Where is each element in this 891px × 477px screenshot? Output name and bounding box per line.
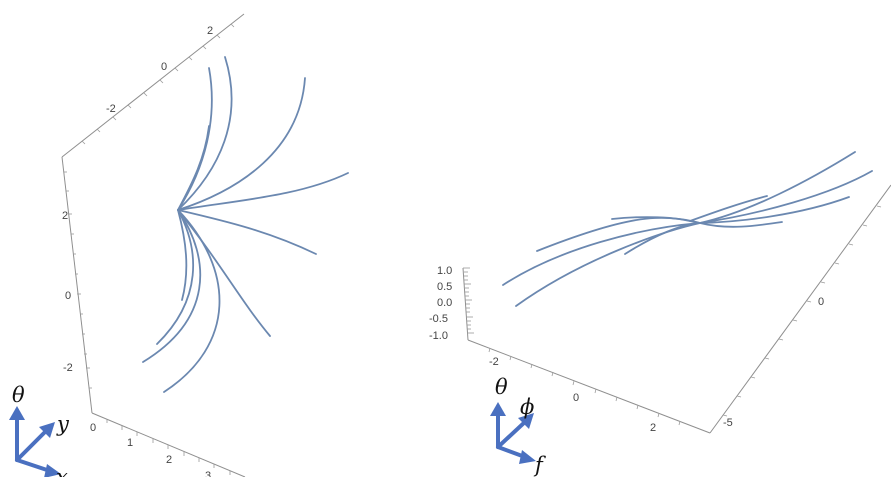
left-top-edge	[61, 13, 245, 158]
right-curve	[689, 195, 768, 222]
right-front-tick-label: 2	[650, 422, 656, 434]
right-side-tick-label: -5	[723, 417, 733, 429]
right-front-tick-label: -2	[489, 356, 499, 368]
left-curve	[142, 209, 202, 363]
left-vertical-edge	[61, 156, 93, 414]
right-curve	[536, 216, 701, 252]
left-y-tick-label: -2	[106, 103, 116, 115]
left-z-tick-label: 2	[62, 210, 68, 222]
right-vertical-edge	[462, 267, 469, 341]
left-3d-plot: -2 0 2 2 0 -2	[61, 13, 349, 477]
right-z-tick-label: 0.0	[437, 297, 452, 309]
arrow-head-icon	[39, 422, 55, 438]
left-curve	[177, 172, 349, 211]
left-curves	[142, 56, 349, 393]
arrow-head-icon	[9, 406, 25, 420]
right-glyph-right-arrow	[496, 445, 527, 459]
left-curve	[156, 209, 194, 345]
left-x-tick-label: 1	[127, 437, 133, 449]
right-front-tick-label: 0	[573, 392, 579, 404]
right-curves	[502, 151, 873, 307]
arrow-head-icon	[519, 450, 536, 464]
right-glyph-diag-label: ϕ	[520, 395, 534, 419]
arrow-head-icon	[44, 464, 61, 477]
left-curve	[177, 77, 306, 211]
arrow-head-icon	[490, 402, 506, 416]
left-y-tick-label: 2	[207, 25, 213, 37]
left-curve	[177, 56, 233, 211]
right-glyph-right-label: f	[533, 453, 546, 477]
left-axis-glyph: θ y x	[9, 383, 70, 477]
right-glyph-diag-arrow	[496, 419, 528, 449]
right-3d-plot: 1.0 0.5 0.0 -0.5 -1.0 -2 0 2	[429, 151, 891, 434]
left-z-tick-label: -2	[63, 362, 73, 374]
right-axis-glyph: θ ϕ f	[490, 375, 546, 477]
left-glyph-up-label: θ	[12, 383, 25, 407]
right-z-ticks	[463, 267, 474, 334]
right-glyph-up-label: θ	[495, 375, 508, 399]
arrow-head-icon	[518, 413, 534, 429]
left-top-ticks	[81, 23, 235, 145]
left-x-tick-label: 2	[166, 454, 172, 466]
right-front-edge	[467, 339, 711, 434]
right-z-tick-label: 1.0	[437, 265, 452, 277]
left-glyph-right-label: x	[56, 465, 68, 477]
left-curve	[177, 209, 271, 337]
left-curve	[177, 209, 188, 301]
left-curve	[177, 209, 317, 255]
left-vertical-ticks	[64, 171, 92, 389]
left-glyph-right-arrow	[15, 458, 52, 473]
right-z-tick-label: 0.5	[437, 281, 452, 293]
left-bottom-ticks	[106, 419, 231, 475]
left-bottom-edge	[91, 412, 246, 477]
right-side-ticks	[722, 205, 882, 417]
left-x-tick-label: 3	[205, 470, 211, 477]
right-curve	[515, 170, 873, 307]
right-side-tick-label: 0	[818, 296, 824, 308]
left-glyph-diag-label: y	[56, 412, 70, 436]
left-curve	[163, 209, 221, 393]
left-glyph-diag-arrow	[15, 428, 49, 462]
left-curve	[177, 125, 210, 211]
right-side-edge	[709, 184, 891, 434]
left-y-tick-label: 0	[161, 61, 167, 73]
right-z-tick-label: -0.5	[429, 313, 448, 325]
right-z-tick-label: -1.0	[429, 330, 448, 342]
right-front-ticks	[488, 347, 681, 426]
left-x-tick-label: 0	[90, 422, 96, 434]
left-z-tick-label: 0	[65, 290, 71, 302]
